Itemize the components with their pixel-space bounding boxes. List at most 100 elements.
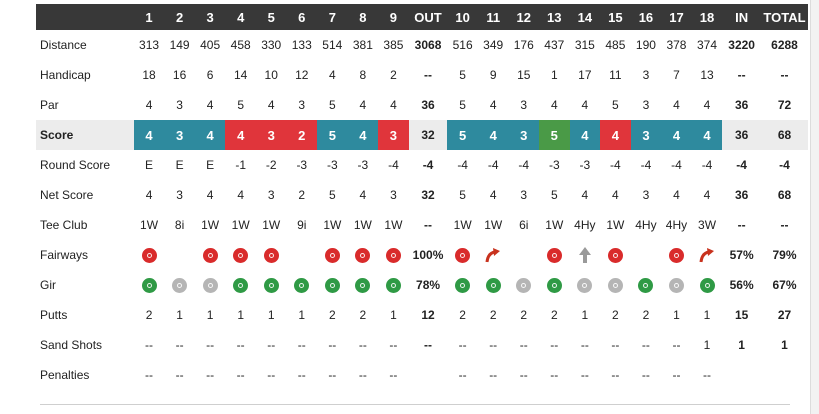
cell-value: 2 [298, 188, 306, 202]
par-cell-17: 4 [661, 90, 692, 120]
tee-club-cell-5: 1W [256, 210, 287, 240]
hole-header-18: 18 [691, 4, 723, 30]
tee-club-label: Tee Club [40, 218, 88, 232]
cell-value: 3 [176, 98, 183, 112]
penalties-cell-3: -- [195, 360, 226, 390]
fairways-cell-10 [447, 240, 478, 270]
sand-shots-cell-8: -- [348, 330, 379, 360]
fairways-cell-total: 79% [761, 240, 808, 270]
handicap-row: Handicap 18 16 6 14 10 12 4 8 2 -- 5 9 15 1 17 11 3 7 13 -- -… [36, 60, 808, 90]
cell-value: 4 [328, 68, 336, 82]
scorecard-table: 1 2 3 4 5 6 7 8 9 OUT 10 11 12 13 14 15 16 17 18 IN TOTAL Di… [36, 4, 808, 390]
par-cell-9: 4 [378, 90, 409, 120]
score-cell-9: 3 [378, 120, 409, 150]
net-score-cell-18: 4 [692, 180, 723, 210]
penalties-cell-13: -- [539, 360, 570, 390]
cell-value: 78% [416, 278, 441, 292]
hit-icon [324, 277, 340, 293]
cell-value: 3 [175, 127, 184, 143]
cell-value: 16 [172, 68, 187, 82]
gir-cell-11 [478, 270, 509, 300]
cell-value: 8i [174, 218, 185, 232]
cell-value: 3 [642, 98, 650, 112]
net-score-cell-5: 3 [256, 180, 287, 210]
cell-value: 12 [421, 308, 435, 322]
distance-cell-in: 3220 [722, 30, 761, 60]
putts-cell-out: 12 [409, 300, 448, 330]
hit-icon [455, 277, 471, 293]
cell-value: -- [703, 368, 712, 382]
cell-value: -- [145, 338, 154, 352]
cell-value: 1 [237, 308, 245, 322]
cell-value: 4 [673, 188, 680, 202]
distance-row: Distance 313 149 405 458 330 133 514 381 385 3068 5… [36, 30, 808, 60]
score-row: Score 4 3 4 4 3 2 5 4 3 32 5 4 3 5 4 4 3 4 4 36 68 [36, 120, 808, 150]
fairways-cell-6 [287, 240, 318, 270]
score-cell-out: 32 [408, 120, 448, 150]
cell-value: 4 [489, 127, 497, 143]
cell-value: 2 [550, 308, 558, 322]
fairways-cell-12 [508, 240, 539, 270]
net-score-cell-total: 68 [761, 180, 808, 210]
putts-cell-17: 1 [661, 300, 692, 330]
putts-cell-1: 2 [134, 300, 165, 330]
net-score-cell-13: 5 [539, 180, 570, 210]
cell-value: 57% [729, 248, 754, 262]
penalties-cell-5: -- [256, 360, 287, 390]
cell-value: 5 [550, 188, 558, 202]
cell-value: 385 [383, 38, 404, 52]
handicap-cell-3: 6 [195, 60, 226, 90]
cell-value: -- [519, 368, 528, 382]
hole-header-17: 17 [661, 4, 692, 30]
cell-value: 4 [703, 127, 711, 143]
cell-value: 12 [295, 68, 309, 82]
score-cell-10: 5 [447, 120, 478, 150]
net-score-cell-1: 4 [134, 180, 165, 210]
cell-value: 1W [323, 218, 342, 232]
hole-header-4: 4 [225, 4, 256, 30]
cell-value: -4 [701, 158, 713, 172]
par-cell-6: 3 [287, 90, 318, 120]
cell-value: 1 [703, 338, 711, 352]
round-score-cell-out: -4 [409, 150, 448, 180]
cell-value: -4 [610, 158, 621, 172]
cell-value: 1 [703, 308, 711, 322]
gray-icon [516, 277, 532, 293]
sand-shots-label: Sand Shots [40, 338, 103, 352]
round-score-label: Round Score [40, 158, 111, 172]
handicap-cell-16: 3 [631, 60, 662, 90]
fairways-cell-18 [692, 240, 723, 270]
cell-value: -- [389, 368, 398, 382]
cell-value: -3 [326, 158, 338, 172]
tee-club-cell-15: 1W [600, 210, 631, 240]
hit-icon [233, 277, 249, 293]
score-cell-6: 2 [286, 120, 318, 150]
penalties-cell-total [761, 360, 808, 390]
cell-value: 4 [673, 98, 680, 112]
net-score-cell-14: 4 [570, 180, 601, 210]
net-score-row: Net Score 4 3 4 4 3 2 5 4 3 32 5 4 3 5 4 4 3 4 4 36 68 [36, 180, 808, 210]
handicap-cell-1: 18 [134, 60, 165, 90]
penalties-cell-15: -- [600, 360, 631, 390]
cell-value: 56% [729, 278, 754, 292]
gir-row: Gir 78% 56% 67% [36, 270, 808, 300]
distance-cell-7: 514 [317, 30, 348, 60]
miss-icon [141, 247, 157, 263]
distance-cell-11: 349 [478, 30, 509, 60]
sand-shots-cell-6: -- [287, 330, 318, 360]
penalties-cell-11: -- [478, 360, 509, 390]
gray-icon [577, 277, 593, 293]
tee-club-cell-4: 1W [225, 210, 256, 240]
net-score-cell-6: 2 [287, 180, 318, 210]
cell-value: 14 [234, 68, 248, 82]
gray-icon [172, 277, 188, 293]
distance-cell-16: 190 [631, 30, 662, 60]
gir-cell-5 [256, 270, 287, 300]
cell-value: -- [489, 338, 498, 352]
miss-icon [455, 247, 471, 263]
penalties-cell-12: -- [508, 360, 539, 390]
cell-value: 72 [777, 98, 792, 112]
handicap-cell-in: -- [722, 60, 761, 90]
cell-value: -- [328, 338, 337, 352]
cell-value: 4 [612, 188, 619, 202]
